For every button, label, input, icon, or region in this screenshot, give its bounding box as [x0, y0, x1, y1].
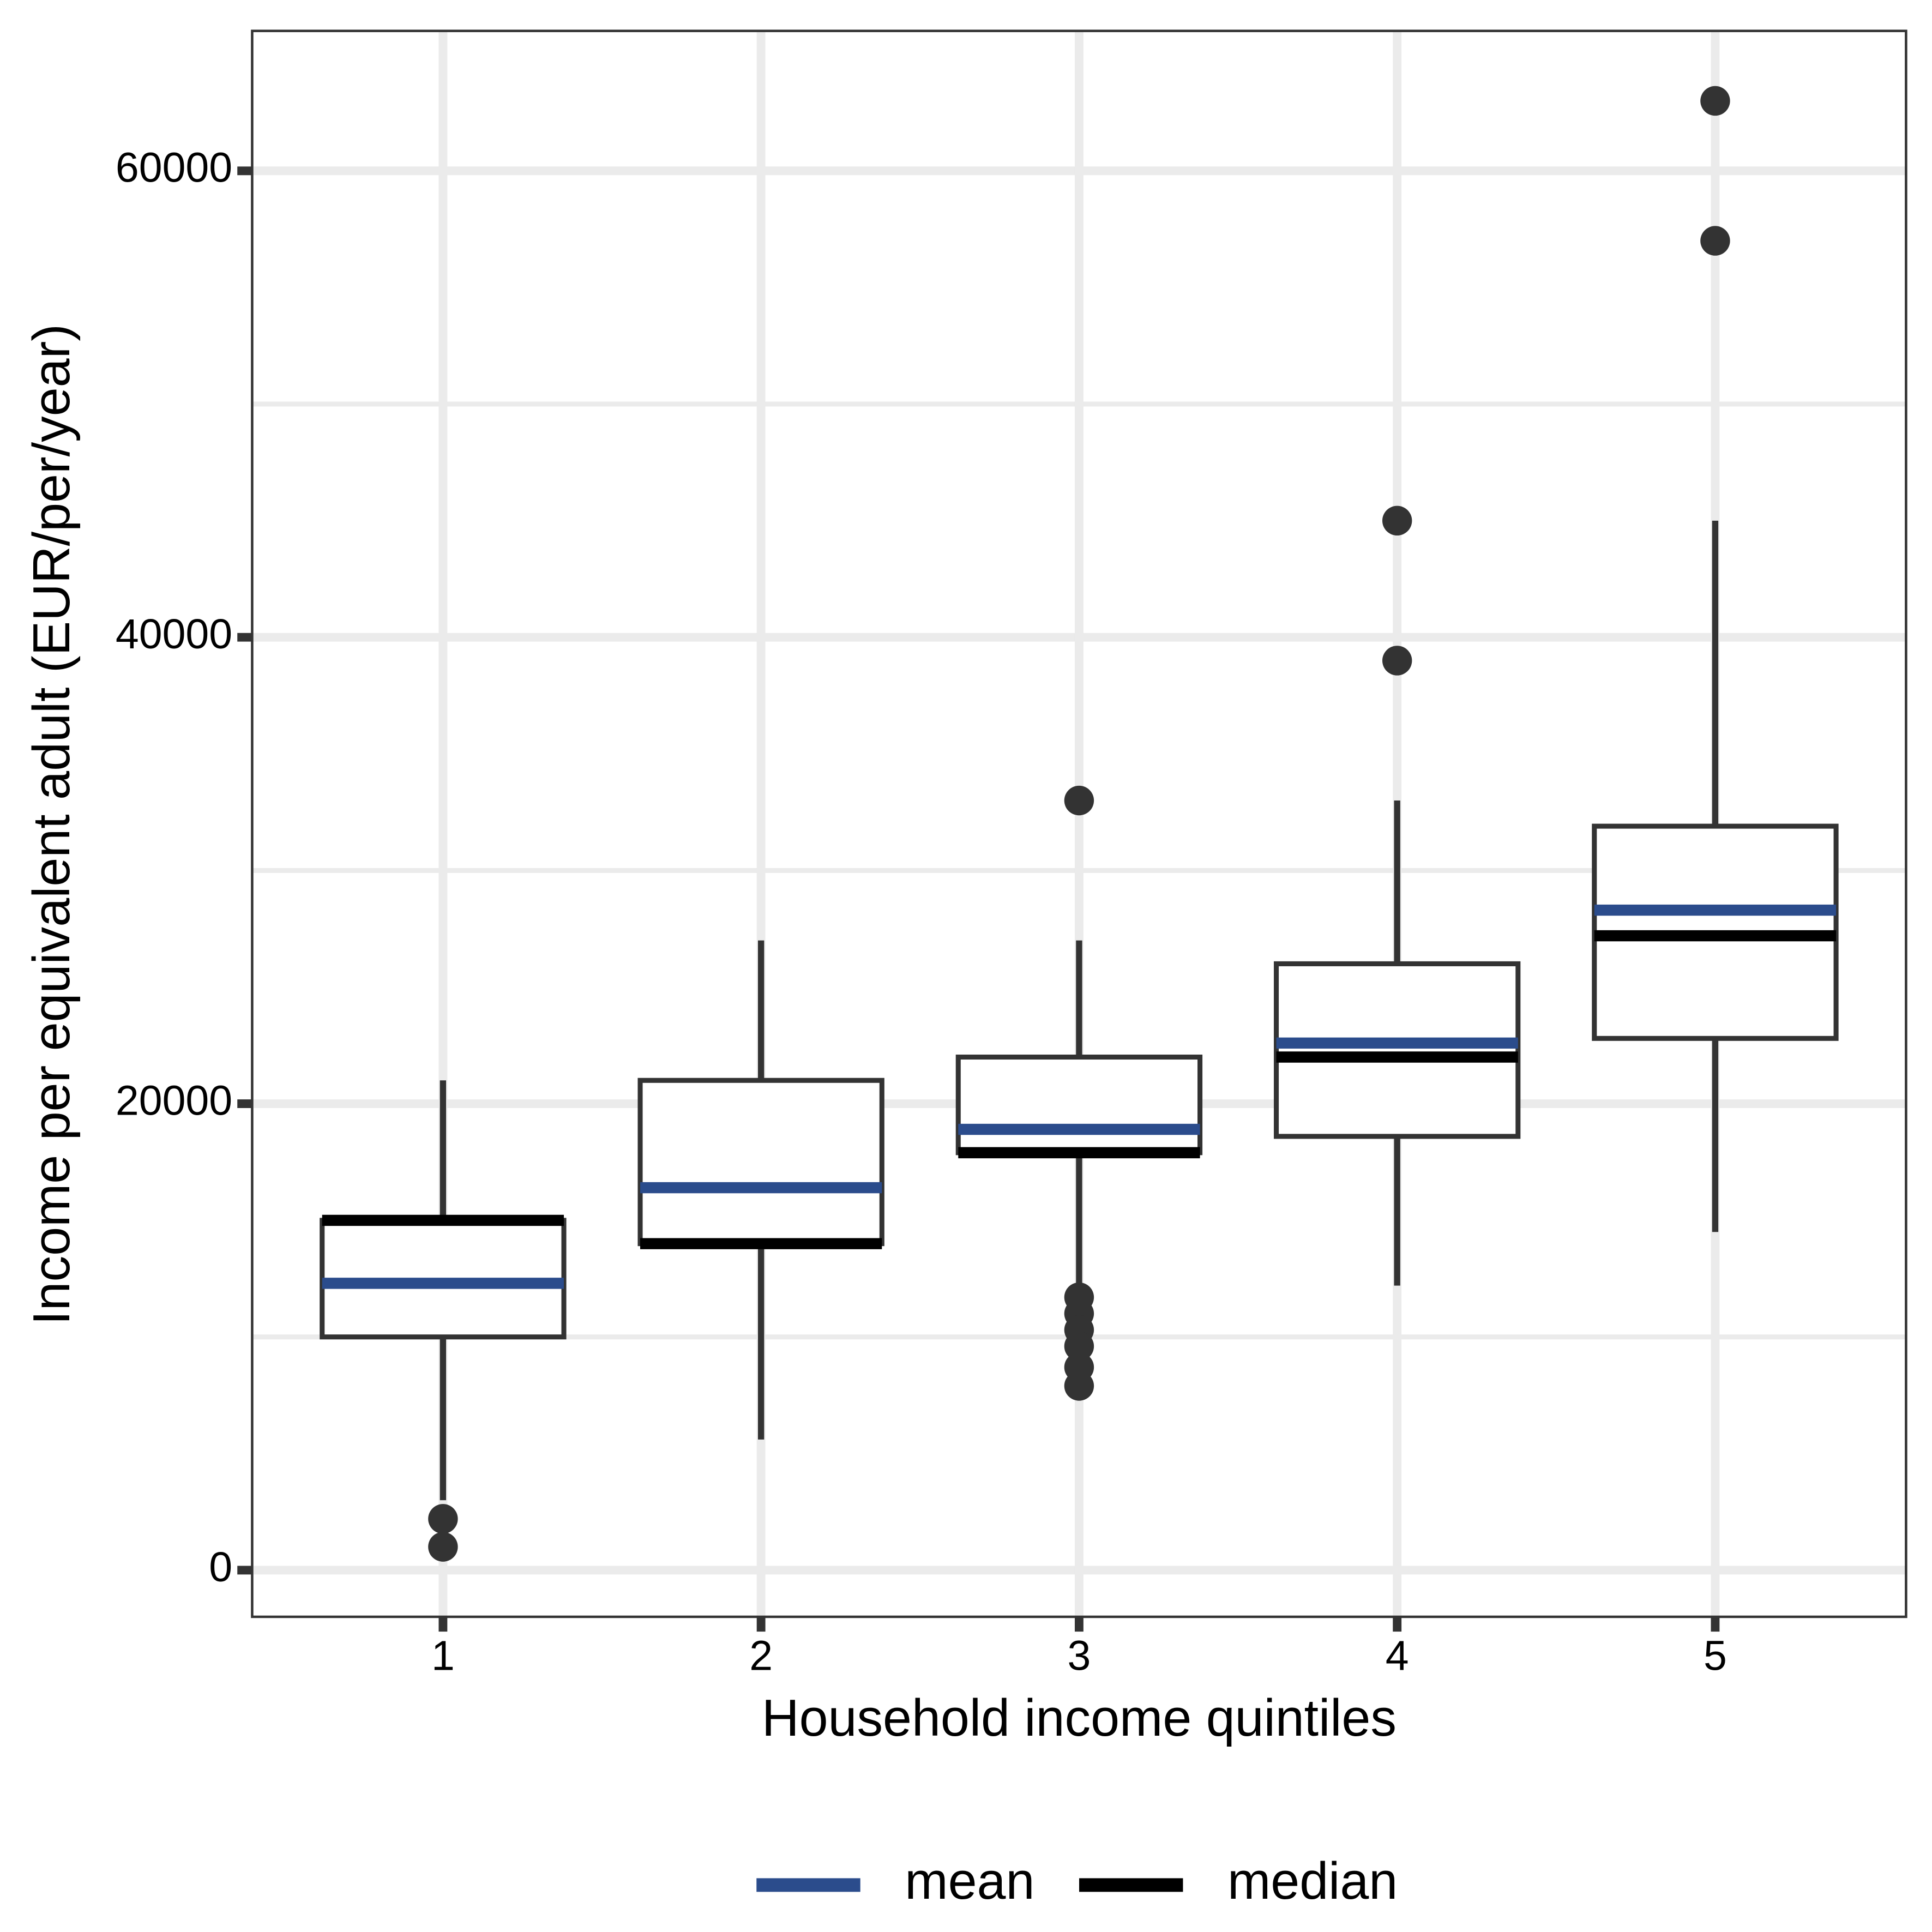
box	[955, 1054, 1203, 1155]
marks	[320, 86, 1839, 1562]
outlier	[428, 1532, 458, 1562]
box	[637, 1078, 884, 1247]
x-tick-label: 2	[749, 1632, 773, 1679]
outlier	[1382, 505, 1412, 536]
x-tick-label: 4	[1386, 1632, 1409, 1679]
grid: 0 20000 40000 60000 1 2 3 4 5	[116, 31, 1906, 1679]
legend-label: median	[1227, 1852, 1398, 1910]
outlier	[1064, 1371, 1094, 1401]
legend-label: mean	[905, 1852, 1034, 1910]
outlier	[1382, 646, 1412, 676]
x-tick-label: 5	[1704, 1632, 1727, 1679]
outlier	[1064, 1331, 1094, 1362]
y-tick-label: 0	[209, 1544, 232, 1591]
panel-border	[251, 29, 1907, 1618]
outlier	[1700, 226, 1730, 256]
legend: mean median	[756, 1852, 1398, 1910]
outlier	[1064, 785, 1094, 816]
y-tick-label: 20000	[116, 1077, 232, 1124]
y-axis-title: Income per equivalent adult (EUR/per/yea…	[23, 324, 81, 1325]
y-tick-label: 60000	[116, 145, 232, 191]
box	[1274, 961, 1521, 1139]
x-axis-title: Household income quintiles	[762, 1689, 1397, 1747]
outlier	[1700, 86, 1730, 116]
outlier	[428, 1504, 458, 1534]
x-tick-label: 1	[431, 1632, 455, 1679]
x-tick-label: 3	[1067, 1632, 1091, 1679]
y-tick-label: 40000	[116, 611, 232, 658]
